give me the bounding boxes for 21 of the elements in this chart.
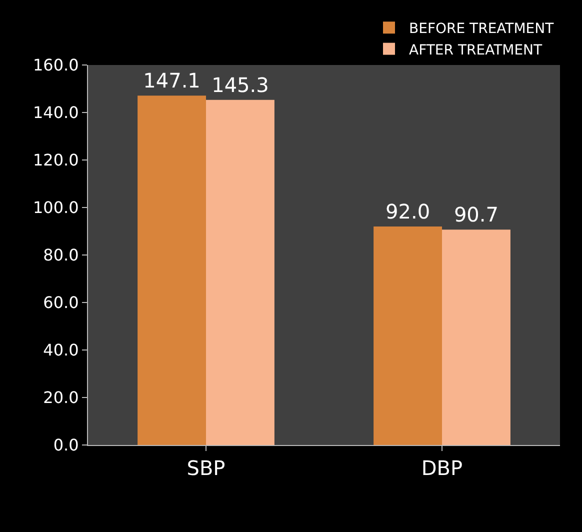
legend-label: BEFORE TREATMENT xyxy=(409,21,554,38)
bar xyxy=(442,230,510,445)
y-tick-label: 100.0 xyxy=(32,198,79,218)
y-tick-label: 20.0 xyxy=(43,388,79,408)
y-tick-label: 60.0 xyxy=(43,293,79,312)
bar xyxy=(138,96,206,445)
y-tick-label: 40.0 xyxy=(43,340,79,360)
text: 90.7 xyxy=(454,202,498,227)
y-tick-label: 140.0 xyxy=(32,103,79,122)
y-tick-label: 160.0 xyxy=(32,56,79,75)
x-tick-label: DBP xyxy=(421,456,463,480)
text: 92.0 xyxy=(386,200,430,224)
legend-label: AFTER TREATMENT xyxy=(409,42,543,58)
text: 147.1 xyxy=(143,68,200,93)
bar xyxy=(374,226,442,445)
text: 145.3 xyxy=(212,72,269,97)
y-tick-label: 80.0 xyxy=(43,246,79,265)
x-tick-label: SBP xyxy=(186,456,226,480)
y-tick-label: 0.0 xyxy=(53,436,79,455)
bar xyxy=(206,100,274,445)
y-tick-label: 120.0 xyxy=(32,150,79,170)
